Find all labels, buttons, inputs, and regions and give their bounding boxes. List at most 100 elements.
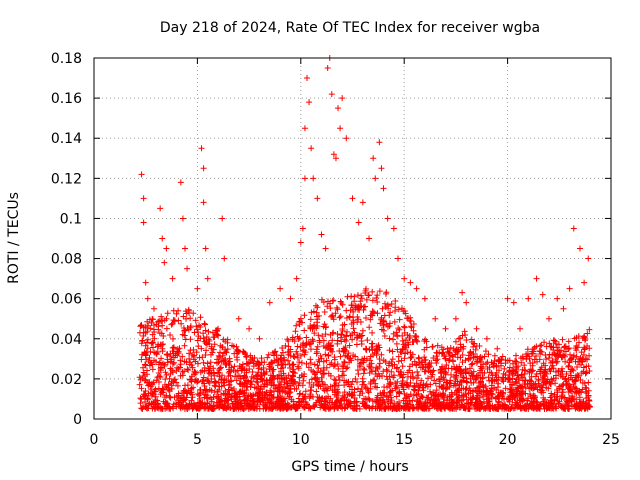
data-point	[161, 259, 168, 266]
data-point	[369, 297, 376, 304]
data-point	[353, 405, 360, 412]
data-point	[362, 303, 369, 310]
data-point	[566, 345, 573, 352]
data-point	[350, 325, 357, 332]
data-point	[145, 358, 152, 365]
data-point	[361, 403, 368, 410]
data-point	[216, 366, 223, 373]
x-tick-label: 5	[193, 432, 202, 448]
data-point	[344, 364, 351, 371]
data-point	[170, 344, 177, 351]
data-point	[356, 392, 363, 399]
data-point	[512, 378, 519, 385]
data-point	[197, 404, 204, 411]
data-point	[306, 379, 313, 386]
data-point	[373, 351, 380, 358]
data-point	[297, 315, 304, 322]
data-point	[500, 370, 507, 377]
data-point	[164, 310, 171, 317]
data-point	[296, 335, 303, 342]
data-point	[463, 336, 470, 343]
data-point	[274, 393, 281, 400]
data-point	[512, 391, 519, 398]
data-point	[211, 341, 218, 348]
data-point	[287, 346, 294, 353]
data-point	[142, 342, 149, 349]
data-point	[234, 346, 241, 353]
data-point	[333, 304, 340, 311]
data-point	[329, 337, 336, 344]
data-point	[384, 215, 391, 222]
data-point	[473, 376, 480, 383]
data-point	[216, 404, 223, 411]
data-point	[297, 352, 304, 359]
data-point	[138, 396, 145, 403]
data-point	[529, 404, 536, 411]
data-point	[332, 377, 339, 384]
data-point	[580, 368, 587, 375]
data-point	[304, 75, 311, 82]
data-point	[365, 389, 372, 396]
data-point	[287, 377, 294, 384]
data-point	[260, 370, 267, 377]
data-point	[315, 365, 322, 372]
data-point	[263, 368, 270, 375]
data-point	[401, 390, 408, 397]
data-point	[432, 390, 439, 397]
data-point	[322, 331, 329, 338]
data-point	[138, 322, 145, 329]
data-point	[387, 398, 394, 405]
data-point	[281, 395, 288, 402]
data-point	[383, 366, 390, 373]
data-point	[242, 404, 249, 411]
data-point	[287, 404, 294, 411]
data-point	[175, 390, 182, 397]
data-point	[415, 400, 422, 407]
data-point	[398, 305, 405, 312]
data-point	[430, 392, 437, 399]
data-point	[221, 357, 228, 364]
data-point	[464, 379, 471, 386]
data-point	[169, 275, 176, 282]
data-point	[187, 359, 194, 366]
data-point	[582, 335, 589, 342]
data-point	[311, 402, 318, 409]
data-point	[481, 353, 488, 360]
data-point	[376, 344, 383, 351]
data-point	[400, 386, 407, 393]
grid-lines	[94, 58, 611, 419]
data-point	[331, 356, 338, 363]
data-point	[298, 359, 305, 366]
data-point	[296, 318, 303, 325]
data-point	[287, 382, 294, 389]
data-point	[295, 365, 302, 372]
data-point	[559, 368, 566, 375]
data-point	[349, 306, 356, 313]
data-point	[348, 381, 355, 388]
data-point	[194, 337, 201, 344]
data-point	[346, 313, 353, 320]
data-point	[175, 348, 182, 355]
data-point	[372, 371, 379, 378]
data-point	[238, 367, 245, 374]
data-point	[506, 372, 513, 379]
data-point	[357, 388, 364, 395]
data-point	[558, 354, 565, 361]
data-point	[254, 390, 261, 397]
data-point	[452, 338, 459, 345]
data-point	[382, 304, 389, 311]
data-point	[419, 394, 426, 401]
data-point	[493, 386, 500, 393]
data-point	[159, 345, 166, 352]
data-point	[400, 346, 407, 353]
data-point	[294, 354, 301, 361]
data-point	[479, 374, 486, 381]
data-point	[234, 347, 241, 354]
data-point	[287, 295, 294, 302]
data-point	[182, 387, 189, 394]
data-point	[188, 391, 195, 398]
data-point	[149, 331, 156, 338]
data-point	[336, 402, 343, 409]
data-point	[242, 380, 249, 387]
data-point	[576, 245, 583, 252]
